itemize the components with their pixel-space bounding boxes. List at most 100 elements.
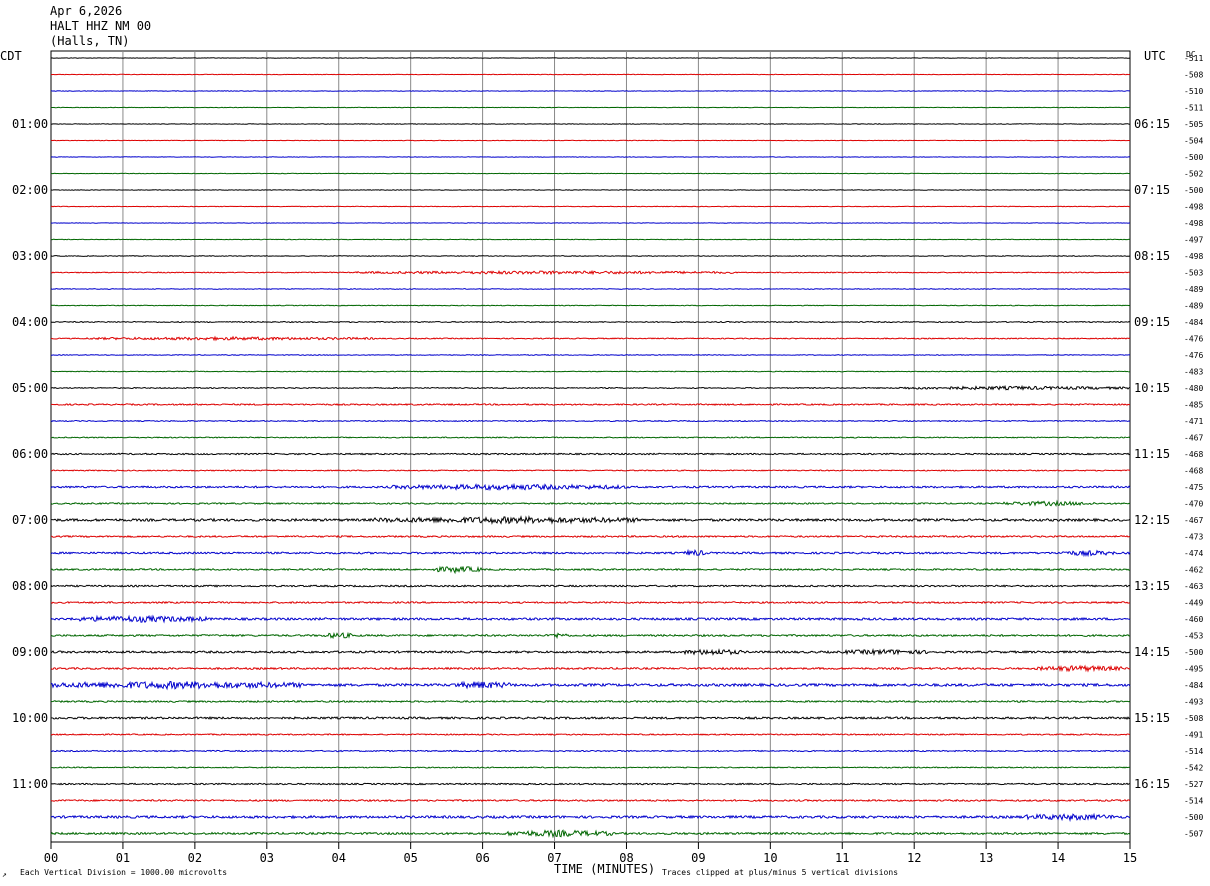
seismic-trace xyxy=(50,565,1131,575)
x-tick-label: 03 xyxy=(260,851,274,865)
cdt-hour-label: 02:00 xyxy=(12,183,48,197)
seismic-trace xyxy=(50,288,1131,290)
x-tick-label: 07 xyxy=(547,851,561,865)
dc-offset-label: -489 xyxy=(1184,302,1203,311)
dc-offset-label: -505 xyxy=(1184,120,1203,129)
plot-frame xyxy=(50,50,1131,843)
dc-offset-label: -498 xyxy=(1184,219,1203,228)
seismic-trace xyxy=(50,798,1131,803)
dc-offset-label: -467 xyxy=(1184,434,1203,443)
dc-offset-label: -514 xyxy=(1184,747,1203,756)
seismic-trace xyxy=(50,255,1131,257)
x-tick-label: 04 xyxy=(332,851,346,865)
dc-offset-label: -470 xyxy=(1184,500,1203,509)
dc-offset-label: -500 xyxy=(1184,186,1203,195)
dc-offset-label: -507 xyxy=(1184,830,1203,839)
utc-hour-label: 08:15 xyxy=(1134,249,1170,263)
seismic-trace xyxy=(50,73,1131,76)
dc-offset-label: -468 xyxy=(1184,450,1203,459)
cdt-hour-label: 09:00 xyxy=(12,645,48,659)
cdt-hour-label: 01:00 xyxy=(12,117,48,131)
cdt-label: CDT xyxy=(0,49,22,63)
dc-offset-label: -491 xyxy=(1184,731,1203,740)
dc-offset-label: -474 xyxy=(1184,549,1203,558)
dc-offset-label: -498 xyxy=(1184,203,1203,212)
seismic-trace xyxy=(50,172,1131,175)
seismic-trace xyxy=(50,534,1131,539)
seismic-trace xyxy=(50,614,1131,624)
seismic-trace xyxy=(50,499,1131,507)
utc-hour-label: 14:15 xyxy=(1134,645,1170,659)
x-tick-label: 14 xyxy=(1051,851,1065,865)
seismic-trace xyxy=(50,766,1131,769)
x-tick-label: 13 xyxy=(979,851,993,865)
seismic-trace xyxy=(50,384,1131,391)
dc-offset-label: -510 xyxy=(1184,87,1203,96)
seismic-trace xyxy=(51,436,1131,439)
dc-offset-label: -511 xyxy=(1184,104,1203,113)
clip-note: Traces clipped at plus/minus 5 vertical … xyxy=(662,868,898,877)
x-axis-ticks: 00 01 02 03 04 05 06 07 08 09 10 11 12 13 14 15 xyxy=(44,842,1137,865)
dc-offset-label: -542 xyxy=(1184,764,1203,773)
seismic-trace xyxy=(50,370,1131,373)
dc-offset-label: -484 xyxy=(1184,681,1203,690)
utc-hour-label: 15:15 xyxy=(1134,711,1170,725)
x-tick-label: 11 xyxy=(835,851,849,865)
local-time-labels: 01:00 02:00 03:00 04:00 05:00 06:00 07:00 08:00… xyxy=(12,117,48,791)
dc-offset-label: -504 xyxy=(1184,137,1203,146)
seismic-trace xyxy=(50,631,1131,640)
seismic-trace xyxy=(50,782,1131,786)
dc-offset-label: -495 xyxy=(1184,665,1203,674)
header-location: (Halls, TN) xyxy=(50,34,129,48)
dc-offset-label: -453 xyxy=(1184,632,1203,641)
utc-hour-label: 11:15 xyxy=(1134,447,1170,461)
dc-offset-label: -502 xyxy=(1184,170,1203,179)
seismic-trace xyxy=(50,812,1131,823)
utc-hour-label: 07:15 xyxy=(1134,183,1170,197)
dc-offset-label: -463 xyxy=(1184,582,1203,591)
seismic-trace xyxy=(50,106,1131,109)
x-tick-label: 05 xyxy=(403,851,417,865)
x-tick-label: 12 xyxy=(907,851,921,865)
utc-hour-label: 12:15 xyxy=(1134,513,1170,527)
x-tick-label: 02 xyxy=(188,851,202,865)
dc-offset-label: -468 xyxy=(1184,467,1203,476)
utc-hour-label: 13:15 xyxy=(1134,579,1170,593)
dc-offset-labels: -511 -508 -510 -511 -505 -504 -500 -502 -500 -498… xyxy=(1184,54,1203,839)
seismic-trace xyxy=(50,715,1131,721)
dc-offset-label: -493 xyxy=(1184,698,1203,707)
minute-grid xyxy=(122,51,1059,842)
x-tick-label: 08 xyxy=(619,851,633,865)
x-axis-label: TIME (MINUTES) xyxy=(554,862,655,876)
seismic-trace xyxy=(50,699,1131,704)
seismic-trace xyxy=(50,354,1131,356)
dc-offset-label: -462 xyxy=(1184,566,1203,575)
seismic-trace xyxy=(50,222,1131,224)
seismic-trace xyxy=(50,749,1131,753)
dc-offset-label: -508 xyxy=(1184,714,1203,723)
x-tick-label: 09 xyxy=(691,851,705,865)
seismic-trace xyxy=(50,320,1131,324)
dc-offset-label: -527 xyxy=(1184,780,1203,789)
cdt-hour-label: 03:00 xyxy=(12,249,48,263)
x-tick-label: 06 xyxy=(475,851,489,865)
cdt-hour-label: 07:00 xyxy=(12,513,48,527)
dc-offset-label: -449 xyxy=(1184,599,1203,608)
dc-offset-label: -475 xyxy=(1184,483,1203,492)
seismic-trace xyxy=(50,238,1131,241)
seismic-trace xyxy=(51,514,1131,526)
seismic-trace xyxy=(50,139,1131,142)
seismic-trace xyxy=(50,156,1131,158)
dc-offset-label: -476 xyxy=(1184,351,1203,360)
seismic-trace xyxy=(50,733,1131,736)
seismic-trace xyxy=(50,680,1131,691)
corner-mark-icon: ↗ xyxy=(2,870,7,879)
dc-offset-label: -467 xyxy=(1184,516,1203,525)
dc-offset-label: -485 xyxy=(1184,401,1203,410)
dc-offset-label: -476 xyxy=(1184,335,1203,344)
seismic-trace xyxy=(50,335,1131,342)
x-tick-label: 00 xyxy=(44,851,58,865)
dc-offset-label: -514 xyxy=(1184,797,1203,806)
dc-offset-label: -471 xyxy=(1184,417,1203,426)
